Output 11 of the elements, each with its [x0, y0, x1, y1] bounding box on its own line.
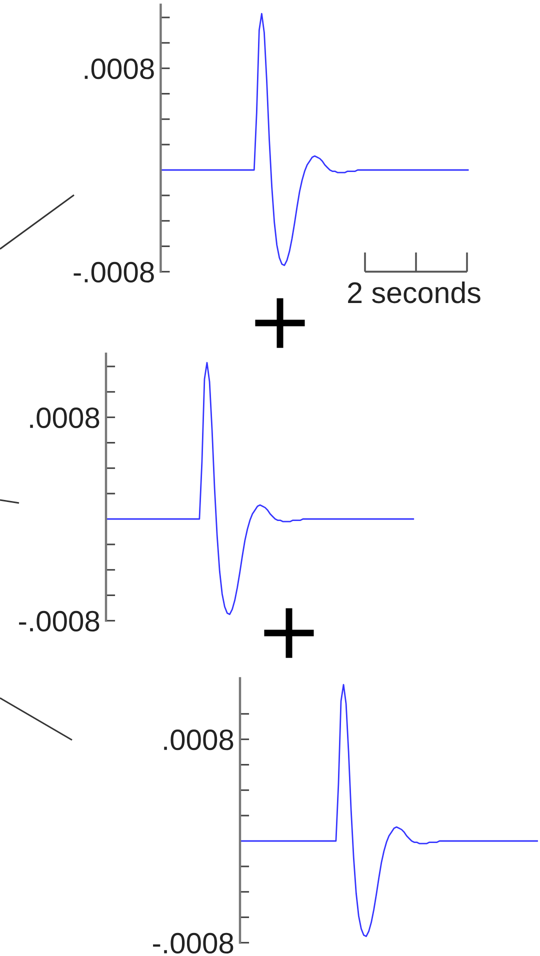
annotation: + — [264, 608, 314, 658]
text: + — [255, 298, 305, 348]
y-tick-label: .0008 — [30, 408, 100, 428]
y-tick-label: -.0008 — [74, 262, 154, 283]
y-tick-label: .0008 — [84, 58, 154, 80]
y-tick-label: .0008 — [164, 730, 234, 750]
line-series — [160, 12, 469, 266]
line-series — [240, 684, 538, 938]
text: 2 seconds — [348, 282, 480, 304]
y-tick-label: -.0008 — [19, 610, 100, 632]
y-tick-label: -.0008 — [153, 932, 234, 954]
